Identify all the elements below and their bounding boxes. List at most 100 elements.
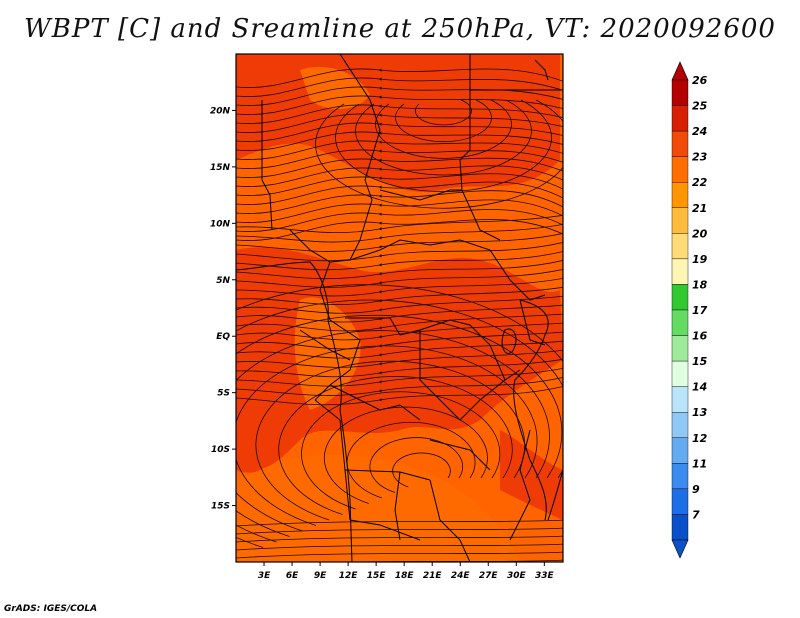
streamline — [236, 260, 563, 280]
colorbar-label: 26 — [692, 74, 708, 87]
colorbar-label: 14 — [692, 381, 707, 394]
colorbar-swatch — [671, 182, 689, 208]
streamline — [236, 277, 563, 297]
colorbar-label: 25 — [692, 100, 708, 113]
colorbar-swatch — [671, 514, 689, 541]
streamline — [323, 406, 488, 504]
lat-tick-label: EQ — [216, 332, 230, 342]
streamline — [236, 131, 563, 151]
streamline — [236, 173, 563, 196]
wbpt-region-23 — [294, 297, 361, 410]
colorbar-label: 17 — [692, 304, 708, 317]
streamline — [236, 181, 563, 205]
streamline — [346, 421, 476, 499]
wbpt-region-23 — [300, 66, 370, 110]
map-frame — [235, 53, 564, 563]
colorbar-swatch — [671, 105, 689, 132]
lon-tick-label: 21E — [423, 571, 443, 581]
colorbar-swatch — [671, 437, 689, 464]
streamline — [236, 295, 563, 314]
streamline — [236, 113, 563, 133]
streamline — [236, 232, 563, 252]
streamline — [236, 157, 563, 178]
streamline — [236, 122, 563, 142]
wbpt-region-23 — [236, 455, 520, 562]
lon-tick-label: 6E — [286, 571, 299, 581]
streamline — [236, 349, 563, 368]
streamline — [236, 367, 563, 387]
streamline — [236, 268, 563, 288]
chart-title: WBPT [C] and Sreamline at 250hPa, VT: 20… — [24, 14, 776, 44]
colorbar-swatch — [671, 284, 689, 311]
streamline — [236, 251, 563, 271]
streamline — [236, 535, 563, 543]
colorbar-swatch — [671, 335, 689, 362]
streamline — [236, 330, 550, 532]
lon-tick-label: 18E — [395, 571, 415, 581]
lat-tick-label: 5S — [217, 389, 230, 399]
colorbar-swatch — [671, 386, 689, 413]
streamline — [236, 149, 563, 169]
streamline — [236, 68, 563, 88]
streamline — [278, 376, 513, 515]
wbpt-region-24 — [500, 430, 563, 520]
streamline — [355, 99, 532, 176]
lon-tick-label: 30E — [507, 571, 527, 581]
streamline — [236, 104, 563, 124]
colorbar-swatch — [671, 488, 689, 515]
streamline — [236, 95, 563, 115]
colorbar-label: 23 — [692, 151, 708, 164]
streamline — [392, 452, 451, 488]
streamline — [236, 209, 563, 232]
lon-tick-label: 24E — [451, 571, 471, 581]
streamlines — [236, 68, 563, 562]
colorbar-swatch — [671, 156, 689, 183]
lat-tick-label: 10N — [210, 219, 231, 229]
streamline — [415, 99, 472, 126]
colorbar-label: 24 — [692, 125, 707, 138]
lon-tick-label: 3E — [258, 571, 271, 581]
colorbar-swatch — [671, 258, 689, 285]
colorbar-swatch — [671, 207, 689, 234]
streamline — [236, 140, 563, 160]
streamline — [335, 99, 552, 192]
colorbar-label: 18 — [692, 278, 708, 291]
streamline — [236, 322, 563, 341]
streamline — [375, 99, 512, 159]
streamline — [236, 199, 563, 223]
lat-tick-label: 15N — [210, 163, 231, 173]
lat-tick-label: 20N — [210, 106, 231, 116]
streamline — [236, 527, 563, 535]
lat-tick-label: 5N — [216, 276, 230, 286]
streamline — [236, 284, 563, 548]
streamline — [236, 304, 563, 323]
latitude-axis: 20N 15N 10N 5N EQ 5S 10S 15S — [210, 106, 236, 512]
streamline — [236, 214, 563, 233]
colorbar-label: 16 — [692, 330, 708, 343]
streamline — [236, 286, 563, 305]
streamline — [236, 242, 563, 262]
streamline — [236, 340, 563, 359]
streamline — [236, 165, 563, 187]
streamline — [236, 314, 563, 537]
grads-credit: GrADS: IGES/COLA — [4, 604, 98, 614]
colorbar-swatch — [671, 412, 689, 438]
colorbar-label: 13 — [692, 406, 708, 419]
colorbar-bottom-arrow — [671, 539, 689, 559]
colorbar-swatch — [671, 360, 689, 387]
lat-tick-label: 10S — [211, 445, 230, 455]
streamline — [236, 358, 563, 378]
colorbar-label: 7 — [692, 508, 700, 521]
lon-tick-label: 33E — [535, 571, 555, 581]
longitude-axis: 3E 6E 9E 12E 15E 18E 21E 24E 27E 30E 33E — [258, 562, 555, 581]
streamline — [369, 437, 464, 493]
streamline — [236, 543, 563, 551]
streamline — [395, 99, 492, 143]
lon-tick-label: 12E — [339, 571, 359, 581]
colorbar-swatch — [671, 233, 689, 260]
colorbar-swatch — [671, 130, 689, 157]
colorbar-label: 22 — [692, 176, 708, 189]
streamline — [315, 99, 563, 209]
